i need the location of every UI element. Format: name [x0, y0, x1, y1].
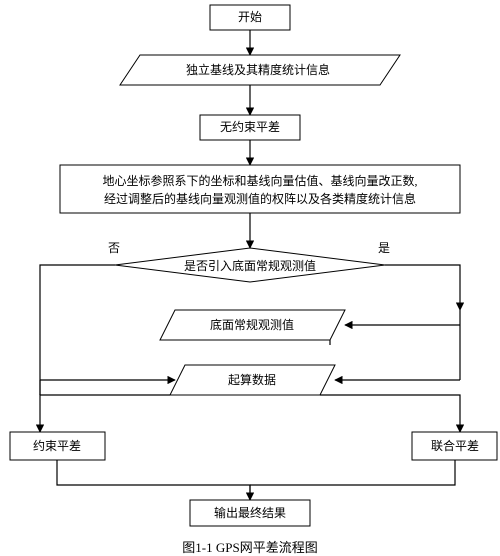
edge-yes-down1 — [385, 265, 460, 310]
edge-no-down — [40, 265, 115, 395]
start-label: 开始 — [238, 10, 262, 24]
figure-caption: 图1-1 GPS网平差流程图 — [0, 537, 500, 556]
edge-input3-left — [40, 395, 170, 432]
procR-label: 联合平差 — [431, 438, 479, 453]
input1-label: 独立基线及其精度统计信息 — [186, 62, 330, 77]
proc1-label: 无约束平差 — [220, 119, 280, 134]
no-label: 否 — [108, 241, 120, 255]
proc2-label-line2: 经过调整后的基线向量观测值的权阵以及各类精度统计信息 — [104, 191, 416, 206]
decision-label: 是否引入底面常规观测值 — [184, 258, 316, 273]
output-label: 输出最终结果 — [214, 505, 286, 520]
flowchart: 开始 独立基线及其精度统计信息 无约束平差 地心坐标参照系下的坐标和基线向量估值… — [0, 0, 500, 535]
yes-label: 是 — [378, 241, 390, 255]
proc2-node — [60, 165, 460, 213]
proc2-label-line1: 地心坐标参照系下的坐标和基线向量估值、基线向量改正数, — [102, 173, 417, 188]
edge-procR-merge — [250, 460, 455, 485]
input2-label: 底面常规观测值 — [210, 317, 294, 332]
edge-input3-right — [320, 395, 460, 432]
edge-procL-merge — [57, 460, 250, 500]
input3-label: 起算数据 — [228, 372, 276, 387]
procL-label: 约束平差 — [33, 438, 81, 453]
